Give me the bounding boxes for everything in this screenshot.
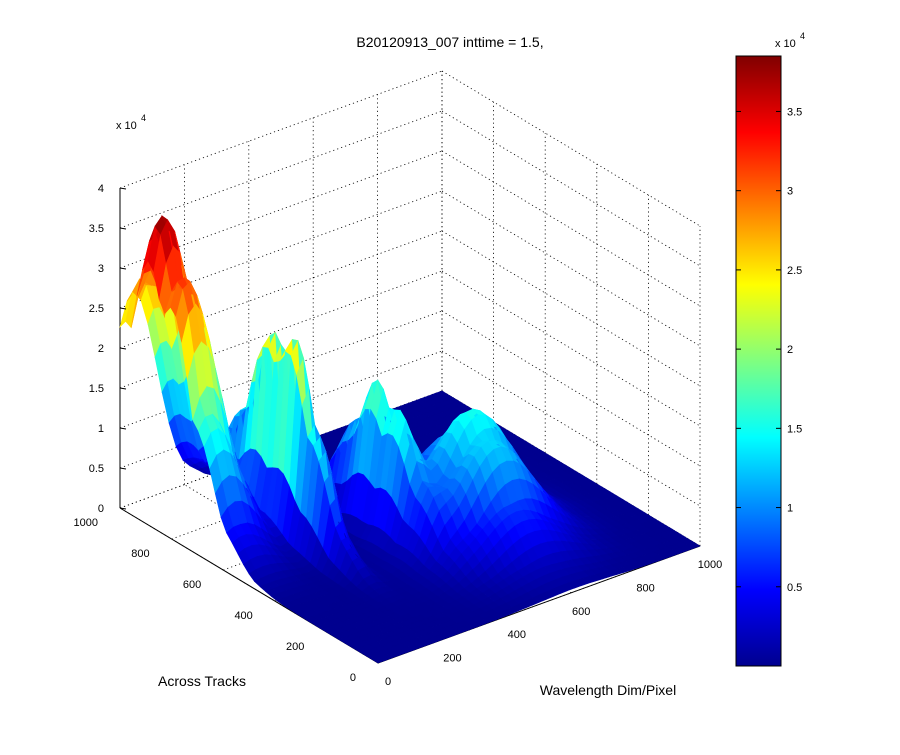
x-tick-label: 200 bbox=[443, 653, 461, 665]
grid-line bbox=[441, 190, 701, 347]
grid-line bbox=[441, 70, 701, 227]
z-tick-label: 0.5 bbox=[89, 463, 104, 475]
grid-line bbox=[119, 70, 443, 189]
grid-line bbox=[441, 150, 701, 307]
chart-title: B20120913_007 inttime = 1.5, bbox=[356, 34, 543, 50]
surface-mesh bbox=[119, 215, 701, 664]
x-axis-label: Wavelength Dim/Pixel bbox=[540, 682, 676, 698]
colorbar bbox=[735, 55, 782, 667]
colorbar-tick-label: 1 bbox=[787, 503, 793, 515]
x-tick-label: 800 bbox=[636, 582, 654, 594]
y-axis-label: Across Tracks bbox=[158, 673, 246, 689]
grid-line bbox=[119, 110, 443, 229]
z-tick-label: 1.5 bbox=[89, 383, 104, 395]
y-tick-label: 200 bbox=[286, 641, 304, 653]
z-tick-label: 4 bbox=[98, 183, 104, 195]
grid-line bbox=[441, 230, 701, 387]
colorbar-exponent-label: x 10 bbox=[775, 38, 796, 50]
y-tick-label: 600 bbox=[183, 579, 201, 591]
colorbar-exponent-power: 4 bbox=[800, 31, 805, 41]
grid-line bbox=[441, 270, 701, 427]
colorbar-tick-label: 0.5 bbox=[787, 582, 802, 594]
z-tick-label: 0 bbox=[98, 503, 104, 515]
z-exponent-power: 4 bbox=[141, 113, 146, 123]
y-tick-label: 400 bbox=[234, 610, 252, 622]
z-tick-label: 2 bbox=[98, 343, 104, 355]
x-tick-label: 400 bbox=[508, 629, 526, 641]
y-tick-label: 0 bbox=[350, 672, 356, 684]
x-tick-label: 1000 bbox=[698, 559, 722, 571]
colorbar-tick-label: 1.5 bbox=[787, 423, 802, 435]
z-tick-label: 3.5 bbox=[89, 223, 104, 235]
colorbar-tick-label: 3 bbox=[787, 186, 793, 198]
surface-patch bbox=[686, 542, 701, 549]
colorbar-ticks: 0.5 1 1.5 2 2.5 3 3.5 bbox=[736, 106, 802, 594]
y-tick-label: 800 bbox=[131, 548, 149, 560]
z-tick-label: 1 bbox=[98, 423, 104, 435]
z-tick-label: 3 bbox=[98, 263, 104, 275]
colorbar-tick-label: 2 bbox=[787, 344, 793, 356]
x-tick-label: 0 bbox=[385, 676, 391, 688]
z-tick-label: 2.5 bbox=[89, 303, 104, 315]
colorbar-tick-label: 3.5 bbox=[787, 106, 802, 118]
x-tick-label: 600 bbox=[572, 606, 590, 618]
y-tick-label: 1000 bbox=[74, 517, 98, 529]
z-exponent-label: x 10 bbox=[116, 120, 137, 132]
grid-line bbox=[441, 110, 701, 267]
axis-ticks: 00.511.522.533.5402004006008001000020040… bbox=[74, 183, 723, 688]
colorbar-tick-label: 2.5 bbox=[787, 265, 802, 277]
